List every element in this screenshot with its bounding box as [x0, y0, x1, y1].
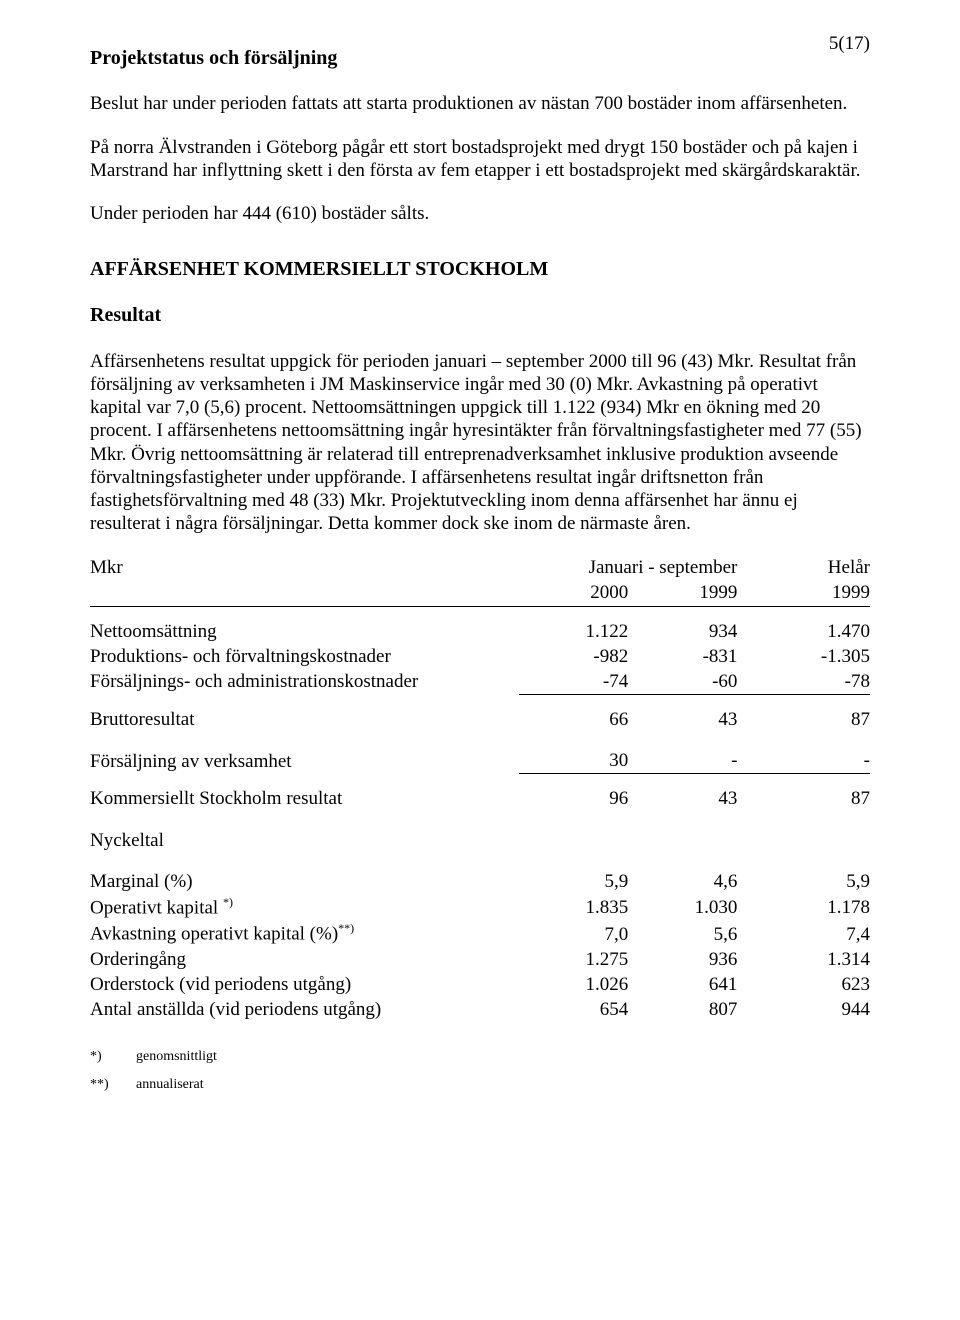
- row-label: Försäljnings- och administrationskostnad…: [90, 669, 519, 695]
- footnotes: *) genomsnittligt **) annualiserat: [90, 1048, 870, 1092]
- row-val: 807: [628, 997, 737, 1022]
- table-row: Marginal (%) 5,9 4,6 5,9: [90, 869, 870, 894]
- row-val: 5,6: [628, 920, 737, 947]
- table-row-bruttoresultat: Bruttoresultat 66 43 87: [90, 707, 870, 732]
- table-row: Orderstock (vid periodens utgång) 1.026 …: [90, 972, 870, 997]
- row-val: 7,4: [737, 920, 870, 947]
- table-row: Försäljnings- och administrationskostnad…: [90, 669, 870, 695]
- row-val: -74: [519, 669, 628, 695]
- row-val: 1.275: [519, 947, 628, 972]
- row-val: 1.470: [737, 619, 870, 644]
- row-val: 43: [628, 707, 737, 732]
- row-label: Marginal (%): [90, 869, 519, 894]
- footnote-mark: *): [90, 1048, 112, 1065]
- row-val: 1.835: [519, 894, 628, 921]
- row-label: Orderstock (vid periodens utgång): [90, 972, 519, 997]
- row-label: Antal anställda (vid periodens utgång): [90, 997, 519, 1022]
- nyckeltal-heading: Nyckeltal: [90, 828, 519, 853]
- footnote-text: genomsnittligt: [136, 1048, 217, 1065]
- row-val: 66: [519, 707, 628, 732]
- row-val: 1.314: [737, 947, 870, 972]
- table-row-kommersiellt-resultat: Kommersiellt Stockholm resultat 96 43 87: [90, 786, 870, 811]
- table-row: Orderingång 1.275 936 1.314: [90, 947, 870, 972]
- row-label: Kommersiellt Stockholm resultat: [90, 786, 519, 811]
- row-val: 654: [519, 997, 628, 1022]
- row-label: Avkastning operativt kapital (%)**): [90, 920, 519, 947]
- row-val: 944: [737, 997, 870, 1022]
- row-val: -1.305: [737, 644, 870, 669]
- row-val: 87: [737, 707, 870, 732]
- row-val: 934: [628, 619, 737, 644]
- row-val: 1.178: [737, 894, 870, 921]
- page-number: 5(17): [829, 32, 870, 55]
- row-label: Bruttoresultat: [90, 707, 519, 732]
- footnote-2: **) annualiserat: [90, 1076, 870, 1093]
- table-header-year-b: 1999: [628, 580, 737, 606]
- table-row: Produktions- och förvaltningskostnader -…: [90, 644, 870, 669]
- row-label: Försäljning av verksamhet: [90, 748, 519, 774]
- resultat-heading: Resultat: [90, 303, 870, 327]
- row-val: 87: [737, 786, 870, 811]
- row-label: Operativt kapital *): [90, 894, 519, 921]
- paragraph-intro-2: På norra Älvstranden i Göteborg pågår et…: [90, 136, 870, 182]
- row-val: 30: [519, 748, 628, 774]
- paragraph-intro-3: Under perioden har 444 (610) bostäder så…: [90, 202, 870, 225]
- row-label: Orderingång: [90, 947, 519, 972]
- row-val: -831: [628, 644, 737, 669]
- row-val: -78: [737, 669, 870, 695]
- row-val: 641: [628, 972, 737, 997]
- row-label: Produktions- och förvaltningskostnader: [90, 644, 519, 669]
- row-val: 5,9: [519, 869, 628, 894]
- footnote-1: *) genomsnittligt: [90, 1048, 870, 1065]
- table-row: Operativt kapital *) 1.835 1.030 1.178: [90, 894, 870, 921]
- table-row: Nettoomsättning 1.122 934 1.470: [90, 619, 870, 644]
- table-header-helar: Helår: [737, 555, 870, 580]
- row-val: 96: [519, 786, 628, 811]
- row-val: -982: [519, 644, 628, 669]
- row-val: -: [628, 748, 737, 774]
- financial-table: Mkr Januari - september Helår 2000 1999 …: [90, 555, 870, 1022]
- row-label: Nettoomsättning: [90, 619, 519, 644]
- resultat-text: Affärsenhetens resultat uppgick för peri…: [90, 350, 870, 535]
- paragraph-intro-1: Beslut har under perioden fattats att st…: [90, 92, 870, 115]
- row-val: -60: [628, 669, 737, 695]
- table-row: Avkastning operativt kapital (%)**) 7,0 …: [90, 920, 870, 947]
- row-val: 1.030: [628, 894, 737, 921]
- section-title: Projektstatus och försäljning: [90, 46, 870, 70]
- table-header-mkr: Mkr: [90, 555, 519, 580]
- row-val: 623: [737, 972, 870, 997]
- row-val: 43: [628, 786, 737, 811]
- row-val: 936: [628, 947, 737, 972]
- row-val: 7,0: [519, 920, 628, 947]
- row-val: 1.122: [519, 619, 628, 644]
- footnote-text: annualiserat: [136, 1076, 204, 1093]
- table-header-year-c: 1999: [737, 580, 870, 606]
- table-row-nyckeltal-heading: Nyckeltal: [90, 828, 870, 853]
- table-row: Antal anställda (vid periodens utgång) 6…: [90, 997, 870, 1022]
- footnote-mark: **): [90, 1076, 112, 1093]
- row-val: 4,6: [628, 869, 737, 894]
- unit-title: AFFÄRSENHET KOMMERSIELLT STOCKHOLM: [90, 257, 870, 281]
- row-val: -: [737, 748, 870, 774]
- row-val: 1.026: [519, 972, 628, 997]
- table-header-period: Januari - september: [519, 555, 737, 580]
- table-row: Försäljning av verksamhet 30 - -: [90, 748, 870, 774]
- table-header-year-a: 2000: [519, 580, 628, 606]
- row-val: 5,9: [737, 869, 870, 894]
